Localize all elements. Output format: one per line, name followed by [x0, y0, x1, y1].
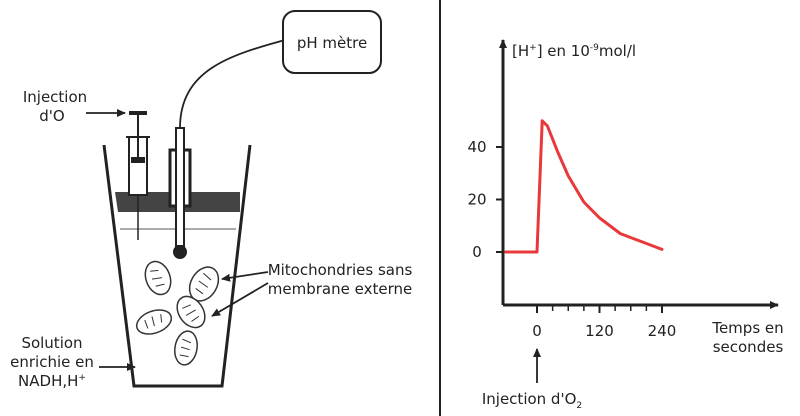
x-tick-label: 0 [532, 322, 542, 340]
y-tick-label: 40 [467, 138, 486, 156]
mitochondrion [174, 330, 198, 366]
solution-label-line1: Solution [21, 334, 82, 352]
mitochondria-group [135, 260, 220, 366]
y-tick-label: 0 [472, 243, 482, 261]
x-tick-label: 120 [585, 322, 614, 340]
chart-ticks: 0 120 240 0 20 40 [467, 138, 676, 340]
mitochondrion [188, 266, 220, 302]
mito-arrow-1 [221, 271, 269, 282]
ph-meter-cable [179, 39, 286, 129]
solution-label-line3: NADH,H+ [18, 372, 86, 390]
apparatus: pH mètre [10, 10, 413, 390]
mito-arrow-2 [211, 282, 269, 317]
injection-label-line1: Injection [23, 88, 87, 106]
ph-meter-box [282, 10, 382, 74]
mitochondrion [176, 295, 206, 329]
injection-time-label: Injection d'O2 [482, 390, 582, 411]
x-tick-label: 240 [648, 322, 677, 340]
chart: [H+] en 10-9mol/l Temps en secondes 0 120… [467, 39, 784, 411]
x-axis-label-line2: secondes [713, 338, 784, 356]
mito-label-line2: membrane externe [268, 280, 412, 298]
electrode-rod [175, 127, 185, 247]
solution-label-line2: enrichie en [10, 353, 94, 371]
y-tick-label: 20 [467, 191, 486, 209]
injection-label-line2: d'O [39, 107, 64, 125]
beaker [102, 144, 252, 388]
ph-meter-label: pH mètre [297, 34, 367, 52]
mitochondrion [144, 260, 172, 296]
series-line-h-concentration [504, 119, 664, 254]
y-axis-label: [H+] en 10-9mol/l [512, 42, 636, 60]
mito-label-line1: Mitochondries sans [268, 261, 413, 279]
syringe-piston [131, 157, 145, 163]
chart-series [504, 119, 664, 254]
mitochondrion [135, 309, 173, 335]
electrode-bulb [173, 245, 187, 259]
x-axis-label-line1: Temps en [711, 319, 783, 337]
